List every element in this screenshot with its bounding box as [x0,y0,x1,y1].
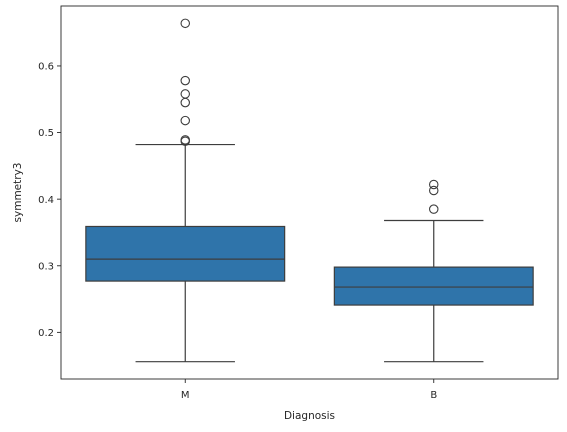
box-group-m [85,18,286,363]
outlier-point [428,179,439,190]
x-axis-label: Diagnosis [284,410,335,422]
outlier-point [428,185,439,196]
y-tick-label: 0.6 [38,62,54,73]
outlier-point [428,204,439,214]
y-tick-label: 0.5 [38,128,54,139]
outlier-point [180,18,191,29]
y-tick-label: 0.2 [38,328,54,339]
y-tick-label: 0.4 [38,195,54,206]
outlier-point [180,136,191,146]
y-tick-label: 0.3 [38,261,54,272]
iqr-box [333,266,534,306]
iqr-box [85,225,286,282]
plot-frame [60,5,559,380]
box-group-b [333,179,534,363]
outlier-point [180,75,191,86]
outlier-point [180,97,191,108]
x-tick-label: M [181,390,190,401]
y-axis: 0.2 0.3 0.4 0.5 0.6 [38,62,61,339]
outlier-point [180,115,191,126]
x-tick-label: B [430,390,437,401]
plot-marks [85,18,534,363]
y-axis-label: symmetry3 [12,163,24,223]
